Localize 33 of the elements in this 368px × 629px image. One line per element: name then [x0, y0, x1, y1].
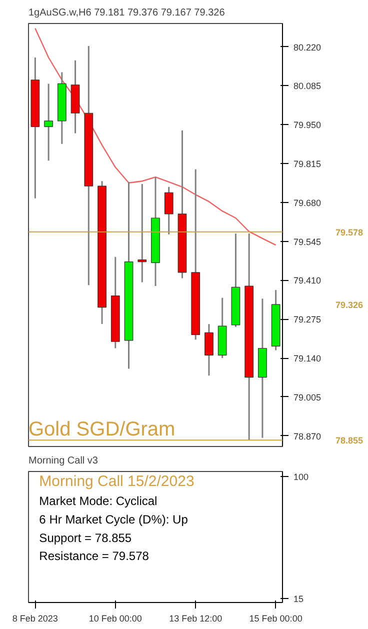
chart-title: 1gAuSG.w,H6 79.181 79.376 79.167 79.326	[28, 8, 226, 18]
y-tick-label: 80.085	[294, 81, 322, 92]
text: Morning Call 15/2/2023	[39, 472, 194, 490]
text: Support = 78.855	[39, 530, 132, 545]
y-tick-label: 79.950	[294, 120, 322, 130]
category-label: 13 Feb 12:00	[169, 614, 222, 624]
text: 100	[294, 472, 309, 482]
category-label: 15 Feb 00:00	[249, 614, 302, 624]
y-tick-label: 79.140	[294, 354, 322, 364]
text: 15	[294, 594, 304, 604]
candlestick	[164, 186, 174, 236]
line-series	[34, 28, 276, 246]
candlestick	[138, 183, 147, 284]
y-tick-label: 79.410	[294, 276, 322, 286]
ref-line-label: 78.855	[336, 436, 364, 446]
category-label: 10 Feb 00:00	[88, 614, 142, 624]
text: Resistance = 79.578	[39, 549, 150, 564]
text: Morning Call v3	[28, 456, 98, 466]
y-tick-label: 79.545	[294, 236, 322, 247]
y-tick-label: 79.815	[294, 159, 322, 170]
candlestick	[44, 82, 53, 162]
y-tick-label: 79.680	[294, 198, 322, 208]
text: Market Mode: Cyclical	[39, 494, 158, 508]
y-tick-label: 79.275	[294, 314, 322, 325]
text: 79.326	[336, 300, 364, 310]
text: 6 Hr Market Cycle (D%): Up	[39, 512, 188, 527]
y-tick-label: 80.220	[294, 42, 322, 52]
y-tick-label: 78.870	[294, 431, 322, 442]
candlestick	[204, 323, 214, 376]
ref-line-label: 79.578	[336, 227, 364, 238]
annotation: Gold SGD/Gram	[28, 418, 176, 440]
category-label: 8 Feb 2023	[12, 614, 58, 624]
y-tick-label: 79.005	[294, 392, 322, 402]
